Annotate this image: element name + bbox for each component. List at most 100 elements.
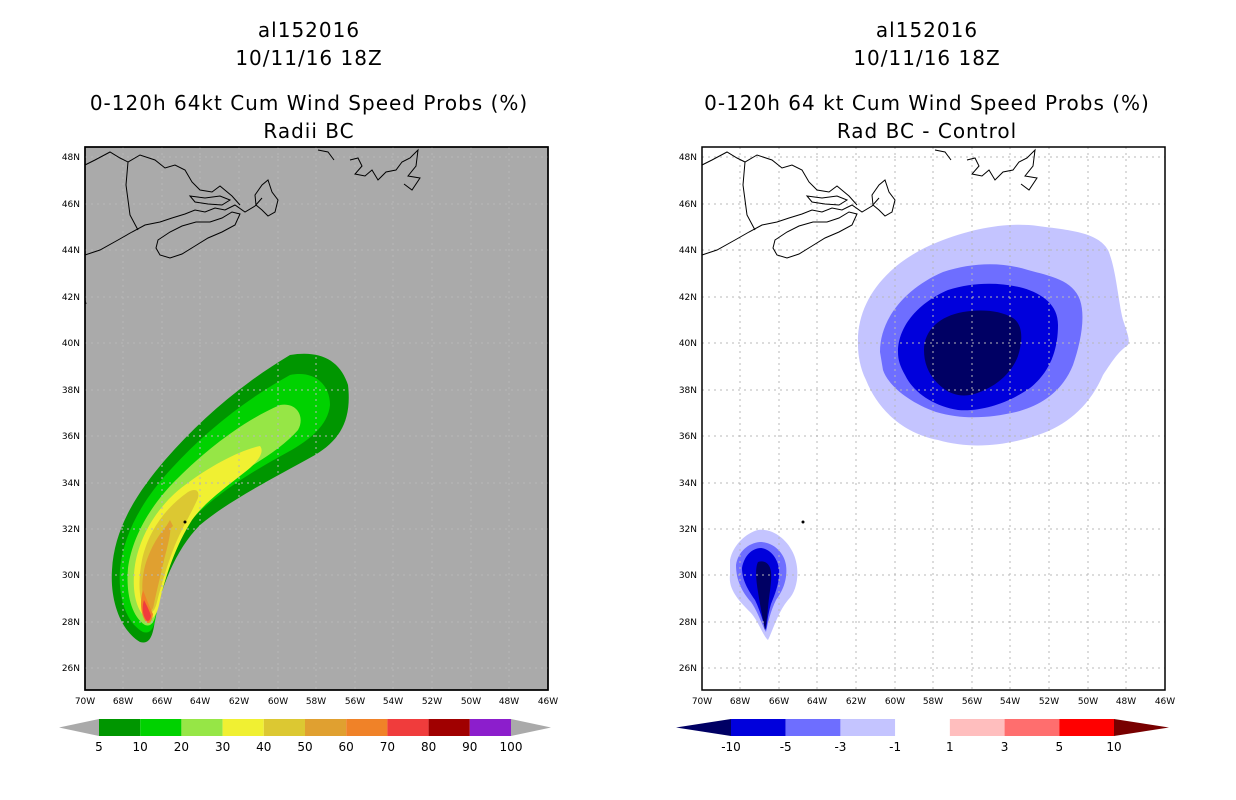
colorbar-swatch xyxy=(731,719,786,736)
colorbar-swatch xyxy=(949,719,1005,736)
map-subtitle: Rad BC - Control xyxy=(836,119,1018,143)
right-marker xyxy=(801,520,805,524)
contour-50pct-spot xyxy=(167,520,173,529)
left-lon-labels: 70W 68W 66W 64W 62W 60W 58W 56W 54W 52W … xyxy=(75,697,558,707)
colorbar-under-arrow xyxy=(676,719,731,736)
lon-label: 48W xyxy=(1116,697,1136,707)
colorbar-label: 40 xyxy=(256,740,271,754)
lat-label: 26N xyxy=(62,664,80,674)
right-grid xyxy=(702,147,1165,690)
colorbar-label: 20 xyxy=(174,740,189,754)
colorbar-label: 5 xyxy=(1055,740,1063,754)
lon-label: 66W xyxy=(152,697,172,707)
lat-label: 42N xyxy=(62,293,80,303)
colorbar-swatch xyxy=(181,719,223,736)
colorbar-label: -3 xyxy=(834,740,846,754)
colorbar-swatch xyxy=(263,719,305,736)
datetime: 10/11/16 18Z xyxy=(235,46,383,70)
colorbar-label: 50 xyxy=(297,740,312,754)
colorbar-swatch xyxy=(305,719,347,736)
lon-label: 64W xyxy=(807,697,827,707)
contour-50pct xyxy=(142,522,171,611)
storm-id: al152016 xyxy=(875,18,979,42)
left-probability-contours xyxy=(111,353,349,643)
lon-label: 70W xyxy=(75,697,95,707)
lon-label: 66W xyxy=(769,697,789,707)
colorbar-swatch xyxy=(387,719,429,736)
colorbar-label: -10 xyxy=(721,740,741,754)
contour-minus10 xyxy=(924,310,1022,396)
lat-label: 48N xyxy=(679,153,697,163)
lon-label: 54W xyxy=(383,697,403,707)
lon-label: 46W xyxy=(538,697,558,707)
lat-label: 44N xyxy=(62,246,80,256)
right-lon-labels: 70W 68W 66W 64W 62W 60W 58W 56W 54W 52W … xyxy=(692,697,1175,707)
left-map-border xyxy=(84,146,549,691)
lat-label: 40N xyxy=(62,339,80,349)
lon-label: 60W xyxy=(885,697,905,707)
right-difference-contours xyxy=(729,224,1129,640)
lon-label: 54W xyxy=(1000,697,1020,707)
lat-label: 34N xyxy=(62,479,80,489)
left-map-svg: 48N 46N 44N 42N 40N 38N 36N 34N 32N 30N … xyxy=(59,146,558,754)
colorbar-swatch xyxy=(840,719,896,736)
lat-label: 32N xyxy=(62,525,80,535)
colorbar-label: -1 xyxy=(889,740,901,754)
lon-label: 62W xyxy=(229,697,249,707)
lon-label: 58W xyxy=(306,697,326,707)
colorbar-swatch xyxy=(140,719,182,736)
colorbar-label: 80 xyxy=(421,740,436,754)
lat-label: 48N xyxy=(62,153,80,163)
lon-label: 50W xyxy=(1078,697,1098,707)
map-subtitle: Radii BC xyxy=(263,119,355,143)
colorbar-swatch xyxy=(785,719,841,736)
lon-label: 68W xyxy=(730,697,750,707)
left-coastlines xyxy=(84,148,421,305)
lon-label: 68W xyxy=(113,697,133,707)
lat-label: 30N xyxy=(62,571,80,581)
lon-label: 56W xyxy=(962,697,982,707)
colorbar-under-arrow xyxy=(59,719,99,736)
right-colorbar: -10 -5 -3 -1 1 3 5 10 xyxy=(676,719,1169,754)
right-coastlines xyxy=(701,148,1038,259)
lon-label: 48W xyxy=(499,697,519,707)
lon-label: 50W xyxy=(461,697,481,707)
lon-label: 62W xyxy=(846,697,866,707)
left-marker xyxy=(183,520,187,524)
colorbar-label: 1 xyxy=(946,740,954,754)
lat-label: 36N xyxy=(679,432,697,442)
right-map-svg: 48N 46N 44N 42N 40N 38N 36N 34N 32N 30N … xyxy=(676,146,1175,754)
colorbar-label: 70 xyxy=(380,740,395,754)
right-lat-labels: 48N 46N 44N 42N 40N 38N 36N 34N 32N 30N … xyxy=(679,153,697,674)
lat-label: 28N xyxy=(679,618,697,628)
map-title: 0-120h 64kt Cum Wind Speed Probs (%) xyxy=(89,91,529,115)
lon-label: 52W xyxy=(422,697,442,707)
colorbar-over-arrow xyxy=(1114,719,1169,736)
colorbar-label: 60 xyxy=(339,740,354,754)
colorbar-label: 10 xyxy=(133,740,148,754)
lat-label: 38N xyxy=(62,386,80,396)
storm-id: al152016 xyxy=(257,18,361,42)
contour-minus10-south xyxy=(756,561,772,630)
colorbar-swatch xyxy=(1004,719,1060,736)
colorbar-label: 100 xyxy=(500,740,523,754)
lon-label: 60W xyxy=(268,697,288,707)
contour-50pct-spot2 xyxy=(153,548,157,556)
lat-label: 28N xyxy=(62,618,80,628)
left-lat-labels: 48N 46N 44N 42N 40N 38N 36N 34N 32N 30N … xyxy=(62,153,80,674)
colorbar-swatch xyxy=(428,719,470,736)
right-map-panel: al152016 10/11/16 18Z 0-120h 64 kt Cum W… xyxy=(618,0,1236,800)
colorbar-swatch xyxy=(895,719,950,736)
lat-label: 46N xyxy=(62,200,80,210)
colorbar-swatch xyxy=(222,719,264,736)
colorbar-label: -5 xyxy=(780,740,792,754)
colorbar-swatch xyxy=(346,719,388,736)
lon-label: 46W xyxy=(1155,697,1175,707)
lat-label: 46N xyxy=(679,200,697,210)
lon-label: 64W xyxy=(190,697,210,707)
contour-70pct xyxy=(142,600,151,621)
lon-label: 70W xyxy=(692,697,712,707)
colorbar-label: 10 xyxy=(1106,740,1121,754)
datetime: 10/11/16 18Z xyxy=(853,46,1001,70)
colorbar-label: 90 xyxy=(462,740,477,754)
